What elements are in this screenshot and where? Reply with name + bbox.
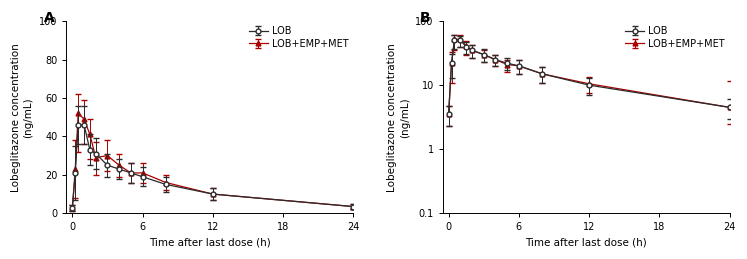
Y-axis label: Lobeglitazone concentration
(ng/mL): Lobeglitazone concentration (ng/mL)	[388, 43, 410, 192]
X-axis label: Time after last dose (h): Time after last dose (h)	[525, 238, 647, 248]
Legend: LOB, LOB+EMP+MET: LOB, LOB+EMP+MET	[625, 26, 725, 49]
Text: A: A	[43, 11, 55, 25]
Text: B: B	[420, 11, 430, 25]
Y-axis label: Lobeglitazone concentration
(ng/mL): Lobeglitazone concentration (ng/mL)	[11, 43, 34, 192]
Legend: LOB, LOB+EMP+MET: LOB, LOB+EMP+MET	[249, 26, 349, 49]
X-axis label: Time after last dose (h): Time after last dose (h)	[149, 238, 271, 248]
